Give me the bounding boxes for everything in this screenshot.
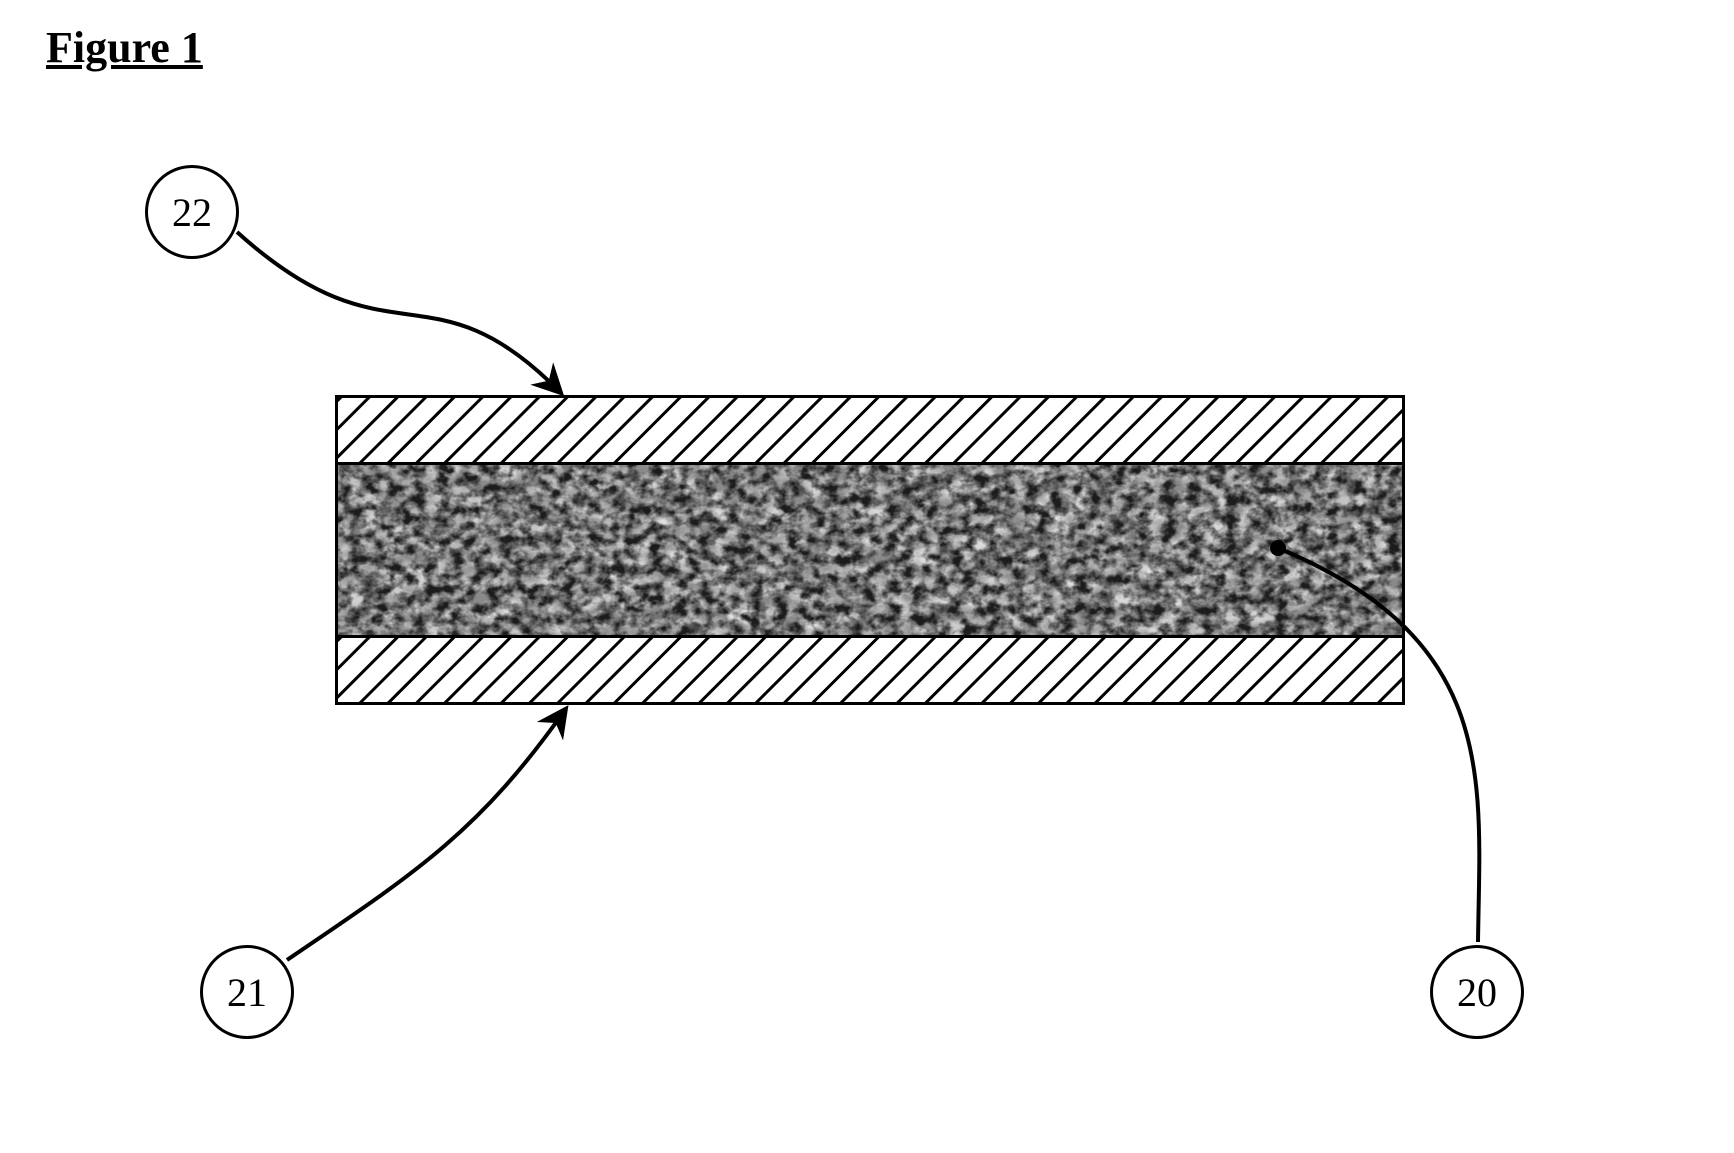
top-hatched-layer bbox=[335, 395, 1405, 465]
callout-21: 21 bbox=[200, 945, 294, 1039]
leader-22 bbox=[237, 232, 560, 392]
leader-21 bbox=[287, 710, 565, 960]
hatch-pattern-bottom bbox=[338, 638, 1402, 702]
callout-21-label: 21 bbox=[227, 969, 267, 1016]
layered-diagram bbox=[335, 395, 1405, 705]
bottom-hatched-layer bbox=[335, 635, 1405, 705]
mottled-texture bbox=[338, 465, 1405, 635]
callout-20: 20 bbox=[1430, 945, 1524, 1039]
figure-title: Figure 1 bbox=[46, 22, 203, 73]
middle-textured-layer bbox=[335, 465, 1405, 635]
callout-20-label: 20 bbox=[1457, 969, 1497, 1016]
callout-22: 22 bbox=[145, 165, 239, 259]
callout-22-label: 22 bbox=[172, 189, 212, 236]
hatch-pattern-top bbox=[338, 398, 1402, 462]
